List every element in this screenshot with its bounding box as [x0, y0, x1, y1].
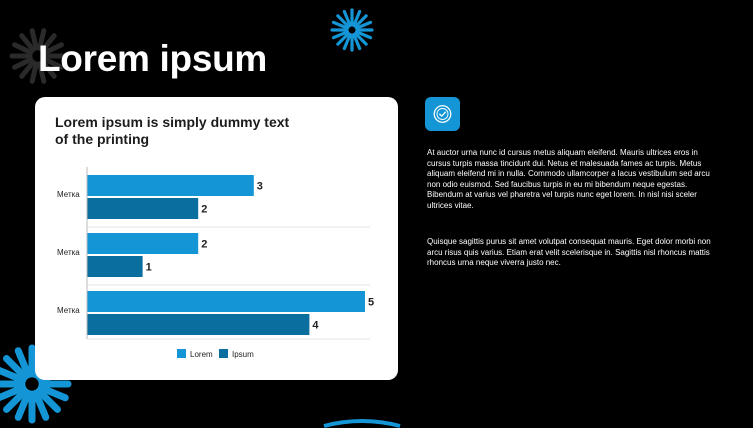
- slide-title: Lorem ipsum: [38, 38, 268, 79]
- bar-ipsum: [87, 256, 143, 277]
- chart-title: Lorem ipsum is simply dummy text of the …: [55, 114, 290, 147]
- data-label: 5: [368, 297, 374, 309]
- icon-tile: [425, 97, 460, 131]
- burst-decoration-top: [330, 8, 374, 52]
- bar-lorem: [87, 291, 365, 312]
- bar-lorem: [87, 175, 254, 196]
- bar-lorem: [87, 233, 199, 254]
- data-label: 4: [312, 320, 319, 332]
- bar-chart: Метка 3 2 Метка 2 1 Метка 5 4 Lorem Ipsum: [57, 167, 374, 359]
- body-paragraph-2: Quisque sagittis purus sit amet volutpat…: [427, 237, 711, 267]
- bar-ipsum: [87, 314, 310, 335]
- burst-decoration-bottom: [323, 419, 401, 428]
- category-label: Метка: [57, 248, 80, 257]
- data-label: 2: [201, 204, 207, 216]
- legend-label: Ipsum: [232, 350, 254, 359]
- legend-label: Lorem: [190, 350, 213, 359]
- chart-card: Lorem ipsum is simply dummy text of the …: [35, 97, 398, 380]
- bar-ipsum: [87, 198, 199, 219]
- legend-swatch: [219, 349, 228, 358]
- data-label: 2: [201, 239, 207, 251]
- badge-check-icon: [433, 105, 452, 123]
- body-paragraph-1: At auctor urna nunc id cursus metus aliq…: [427, 148, 710, 210]
- category-label: Метка: [57, 306, 80, 315]
- burst-decoration-left: [9, 28, 67, 84]
- legend-swatch: [177, 349, 186, 358]
- data-label: 1: [146, 262, 152, 274]
- data-label: 3: [257, 181, 263, 193]
- category-label: Метка: [57, 190, 80, 199]
